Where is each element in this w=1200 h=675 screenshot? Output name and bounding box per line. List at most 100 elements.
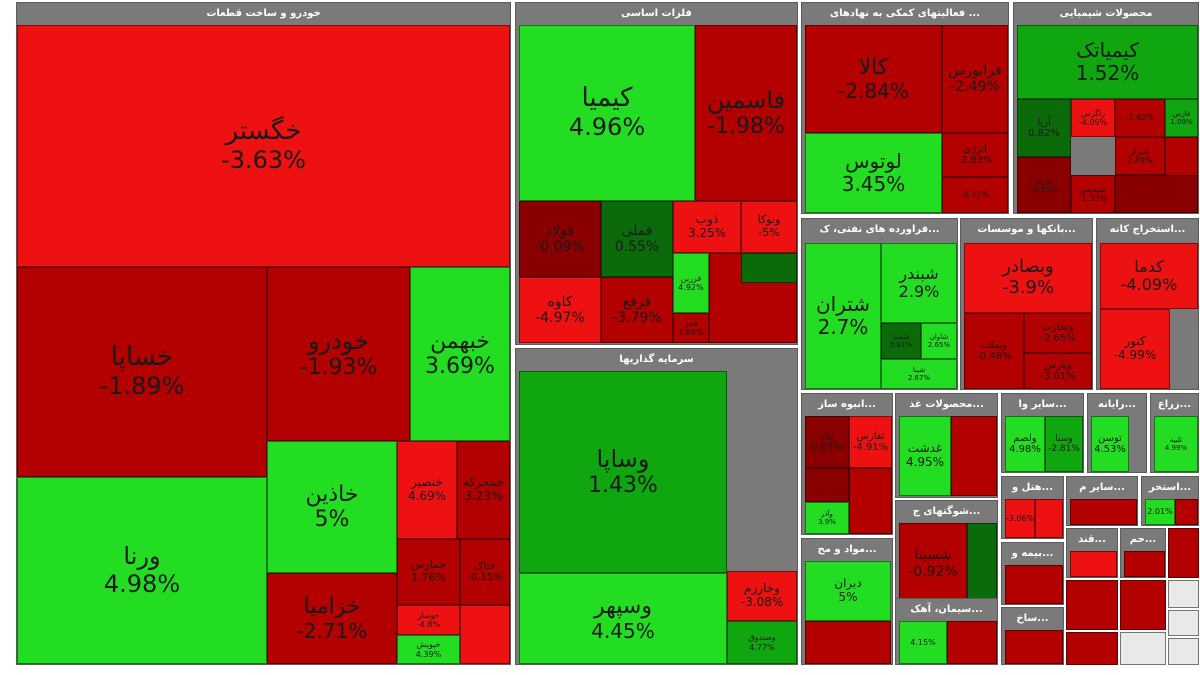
sector-panel[interactable]: ...استخراج کانه کدما -4.09% کنور -4.99%: [1096, 218, 1199, 390]
sector-panel[interactable]: ...حم: [1120, 528, 1166, 578]
minor-sector-block[interactable]: [1168, 528, 1199, 578]
stock-tile[interactable]: آریا 0.82%: [1017, 99, 1071, 157]
stock-tile[interactable]: توسن 4.53%: [1091, 416, 1129, 472]
sector-panel[interactable]: ...سایر م: [1066, 476, 1138, 526]
minor-stock-tile[interactable]: [1070, 499, 1137, 525]
sector-panel[interactable]: ...محصولات غذ غدشت 4.95%: [895, 393, 998, 498]
stock-tile[interactable]: خاذین 5%: [267, 441, 397, 573]
stock-tile[interactable]: شپدیس -1.33%: [1071, 175, 1115, 213]
minor-stock-tile[interactable]: [1005, 565, 1063, 604]
minor-sector-block[interactable]: [1168, 610, 1199, 636]
stock-tile[interactable]: فاسمین -1.98%: [695, 25, 797, 201]
stock-tile[interactable]: ورنا 4.98%: [17, 477, 267, 664]
stock-tile[interactable]: فرفع -3.79%: [601, 277, 673, 343]
stock-tile[interactable]: دبران 5%: [805, 561, 891, 621]
stock-tile[interactable]: ثلبیه 4.99%: [1154, 416, 1198, 472]
stock-tile[interactable]: فارس 1.09%: [1165, 99, 1198, 137]
minor-stock-tile[interactable]: [1175, 499, 1198, 525]
minor-stock-tile[interactable]: [1070, 551, 1117, 577]
stock-tile[interactable]: وسپهر 4.45%: [519, 573, 727, 664]
minor-stock-tile[interactable]: [951, 416, 997, 496]
stock-tile[interactable]: خودرو -1.93%: [267, 267, 410, 441]
stock-tile[interactable]: فرابورس -2.49%: [942, 25, 1008, 133]
stock-tile[interactable]: وساپا 1.43%: [519, 371, 727, 573]
stock-tile[interactable]: خزامیا -2.71%: [267, 573, 397, 664]
sector-panel[interactable]: ...قند: [1066, 528, 1118, 578]
stock-tile[interactable]: خگستر -3.63%: [17, 25, 510, 267]
sector-panel[interactable]: ...فراورده های نفتی، ک شتران 2.7% شبندر 2.9%…: [801, 218, 958, 390]
minor-sector-block[interactable]: [1120, 632, 1166, 665]
stock-tile[interactable]: ذوب 3.25%: [673, 201, 741, 253]
stock-tile[interactable]: لوتوس 3.45%: [805, 133, 942, 213]
minor-sector-block[interactable]: [1066, 580, 1118, 630]
sector-panel[interactable]: ...استخر 2.01%: [1141, 476, 1199, 526]
stock-tile[interactable]: ختاک -0.15%: [460, 539, 510, 605]
stock-tile[interactable]: وبصادر -3.9%: [964, 243, 1092, 313]
stock-tile[interactable]: کاوه -4.97%: [519, 277, 601, 343]
sector-panel[interactable]: ...شوگتهای ج شسینا -0.92%: [895, 500, 998, 605]
minor-stock-tile[interactable]: [1035, 499, 1063, 538]
minor-stock-tile[interactable]: [805, 468, 849, 502]
stock-tile[interactable]: -1.62%: [1115, 99, 1165, 137]
stock-tile[interactable]: وآذر 3.9%: [805, 502, 849, 534]
stock-tile[interactable]: شسینا -0.92%: [899, 523, 967, 604]
stock-tile[interactable]: خبهمن 3.69%: [410, 267, 510, 441]
stock-tile[interactable]: وبملت -0.48%: [964, 313, 1024, 389]
stock-tile[interactable]: کدما -4.09%: [1100, 243, 1198, 309]
stock-tile[interactable]: ثباد 0.07%: [805, 416, 849, 468]
stock-tile[interactable]: فزرین 4.92%: [673, 253, 709, 313]
stock-tile[interactable]: کیمیاتک 1.52%: [1017, 25, 1198, 99]
stock-tile[interactable]: ولصم 4.98%: [1005, 416, 1045, 472]
minor-stock-tile[interactable]: [1115, 175, 1198, 213]
sector-panel[interactable]: ...رایانه توسن 4.53%: [1087, 393, 1147, 473]
minor-sector-block[interactable]: [1120, 580, 1166, 630]
sector-panel[interactable]: ...مواد و مح دبران 5%: [801, 538, 893, 665]
minor-sector-block[interactable]: [1066, 632, 1118, 665]
stock-tile[interactable]: اترژی -2.83%: [942, 133, 1008, 177]
minor-stock-tile[interactable]: [1005, 630, 1063, 664]
stock-tile[interactable]: خنصیر 4.69%: [397, 441, 457, 539]
sector-panel[interactable]: ... فعالیتهای کمکی به نهادهای کالا -2.84% ف…: [801, 2, 1009, 214]
stock-tile[interactable]: شتران 2.7%: [805, 243, 881, 389]
stock-tile[interactable]: کنور -4.99%: [1100, 309, 1170, 389]
stock-tile[interactable]: شبندر 2.9%: [881, 243, 957, 323]
sector-panel[interactable]: ...هتل و -3.06%: [1001, 476, 1064, 539]
stock-tile[interactable]: -3.06%: [1005, 499, 1035, 538]
minor-stock-tile[interactable]: [849, 468, 892, 534]
minor-stock-tile[interactable]: [805, 621, 891, 664]
stock-tile[interactable]: ونوکا -5%: [741, 201, 797, 253]
stock-tile[interactable]: وصندوق 4.77%: [727, 621, 797, 664]
stock-tile[interactable]: کالا -2.84%: [805, 25, 942, 133]
sector-panel[interactable]: ...سایر وا ولصم 4.98% وسنا -2.81%: [1001, 393, 1084, 473]
minor-stock-tile[interactable]: [460, 605, 510, 664]
stock-tile[interactable]: خوساز -4.8%: [397, 605, 460, 635]
sector-panel[interactable]: ...بیمه و: [1001, 542, 1064, 605]
stock-tile[interactable]: وخارزم -3.08%: [727, 571, 797, 621]
stock-tile[interactable]: خساپا -1.89%: [17, 267, 267, 477]
sector-panel[interactable]: ...ساخ: [1001, 607, 1064, 665]
stock-tile[interactable]: شاوان 2.65%: [921, 323, 957, 359]
minor-stock-tile[interactable]: [741, 253, 797, 283]
minor-stock-tile[interactable]: [1124, 551, 1165, 577]
sector-panel[interactable]: ...زراع ثلبیه 4.99%: [1150, 393, 1199, 473]
stock-tile[interactable]: فولاد -0.09%: [519, 201, 601, 277]
stock-tile[interactable]: شسپا 0.81%: [881, 323, 921, 359]
stock-tile[interactable]: نوری -0.55%: [1017, 157, 1071, 213]
sector-panel[interactable]: خودرو و ساخت قطعات خگستر -3.63% خساپا -1.89%…: [16, 2, 511, 665]
stock-tile[interactable]: وتجارت -2.65%: [1024, 313, 1092, 353]
minor-sector-block[interactable]: [1168, 580, 1199, 608]
stock-tile[interactable]: خمحرکه 3.23%: [457, 441, 510, 539]
stock-tile[interactable]: خپویش 4.39%: [397, 635, 460, 664]
stock-tile[interactable]: خمارس 1.76%: [397, 539, 460, 605]
stock-tile[interactable]: غدشت 4.95%: [899, 416, 951, 496]
stock-tile[interactable]: -0.11%: [942, 177, 1008, 213]
stock-tile[interactable]: زاگرس -4.09%: [1071, 99, 1115, 137]
sector-panel[interactable]: سرمایه گذاریها وساپا 1.43% وسپهر 4.45% وخارزم…: [515, 348, 798, 665]
stock-tile[interactable]: فملی 0.55%: [601, 201, 673, 277]
stock-tile[interactable]: کیمیا 4.96%: [519, 25, 695, 201]
stock-tile[interactable]: شپنا 2.67%: [881, 359, 957, 389]
sector-panel[interactable]: فلزات اساسی کیمیا 4.96% فاسمین -1.98% فولاد -0…: [515, 2, 798, 345]
sector-panel[interactable]: ...انبوه ساز ثباد 0.07% ثفارس -4.91% وآذر 3.9%: [801, 393, 893, 535]
sector-panel[interactable]: ...سیمان، آهک 4.15%: [895, 598, 998, 665]
minor-stock-tile[interactable]: [967, 523, 997, 604]
